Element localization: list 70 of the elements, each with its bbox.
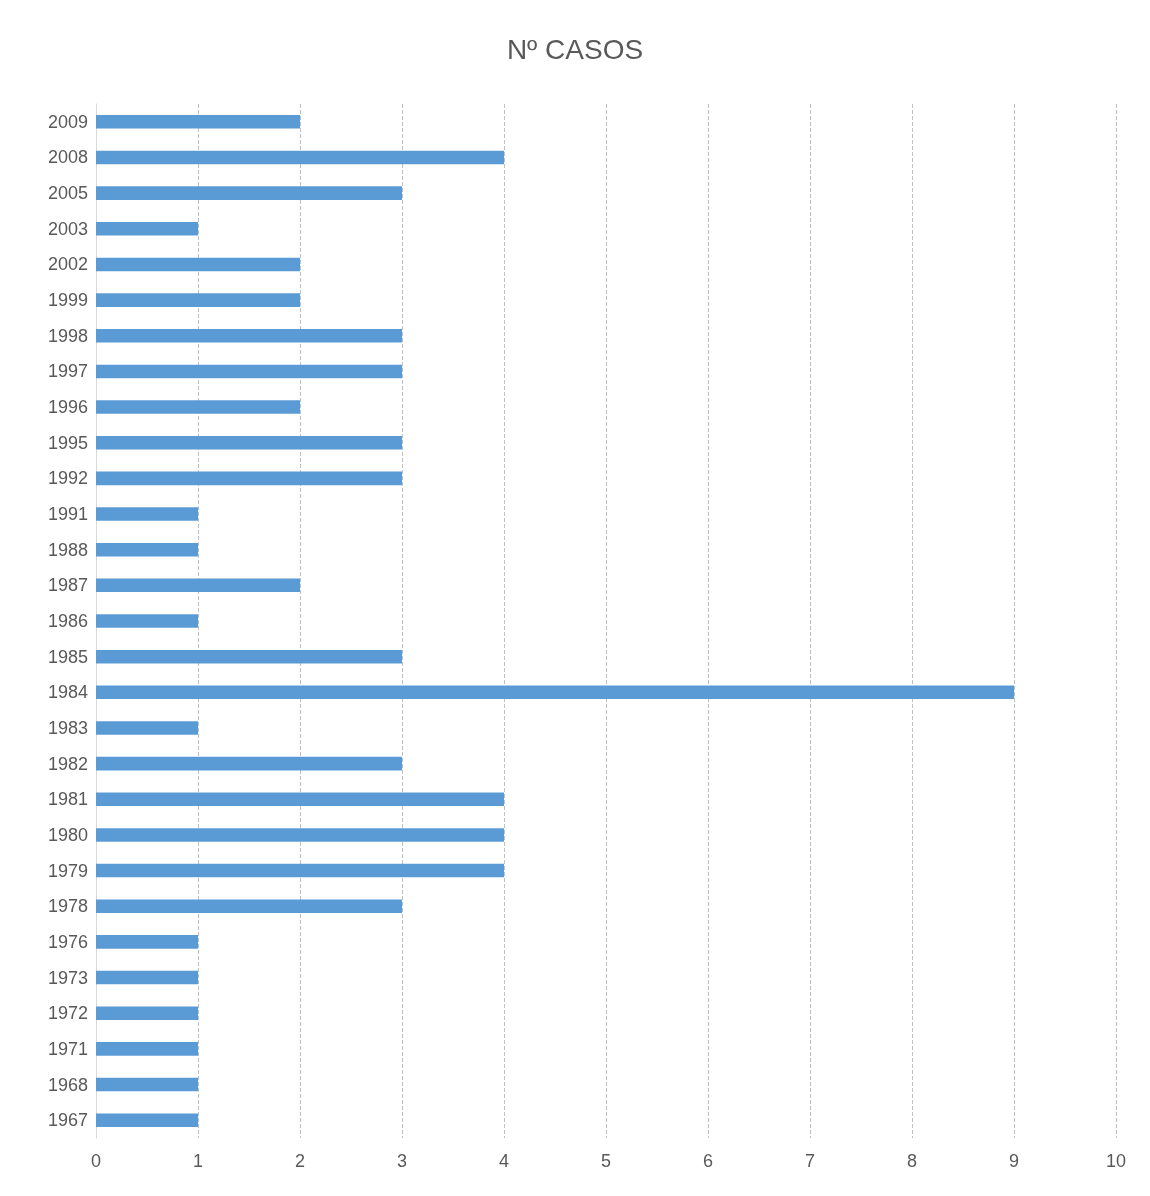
bar (96, 293, 300, 307)
bar (96, 756, 402, 771)
y-tick-label: 1991 (47, 504, 88, 525)
bar (96, 222, 198, 236)
bar (96, 542, 198, 557)
y-tick-label: 1968 (47, 1074, 88, 1095)
bar (96, 471, 402, 486)
bar (96, 115, 300, 129)
bar (96, 578, 300, 593)
bar (96, 614, 198, 628)
y-tick-label: 2002 (47, 254, 88, 275)
bar (96, 364, 402, 379)
bar (96, 792, 504, 807)
x-tick-label: 2 (294, 1151, 306, 1171)
y-tick-label: 1992 (47, 468, 88, 489)
y-tick-label: 1983 (47, 717, 88, 738)
y-tick-label: 1976 (47, 931, 88, 952)
x-tick-label: 9 (1008, 1151, 1020, 1171)
y-tick-label: 2008 (47, 147, 88, 168)
y-tick-label: 1984 (47, 682, 88, 703)
bar (96, 1113, 198, 1127)
x-tick-label: 0 (90, 1151, 102, 1171)
bar (96, 685, 1014, 700)
y-tick-label: 1997 (47, 361, 88, 382)
x-tick-label: 4 (498, 1151, 510, 1171)
y-tick-label: 1988 (47, 539, 88, 560)
bar (96, 1077, 198, 1092)
x-tick-label: 6 (702, 1151, 714, 1171)
y-tick-label: 2005 (47, 183, 88, 204)
x-tick-label: 1 (192, 1151, 204, 1171)
bar (96, 400, 300, 414)
y-tick-label: 1972 (47, 1003, 88, 1024)
x-tick-label: 10 (1105, 1151, 1127, 1171)
y-tick-label: 1986 (47, 611, 88, 631)
x-tick-label: 3 (396, 1151, 408, 1171)
bar (96, 1042, 198, 1056)
y-tick-label: 1985 (47, 646, 88, 667)
bar (96, 863, 504, 878)
bar (96, 935, 198, 949)
y-tick-label: 1978 (47, 896, 88, 917)
x-tick-label: 8 (906, 1151, 918, 1171)
y-tick-label: 1980 (47, 824, 88, 845)
y-tick-label: 1998 (47, 325, 88, 346)
y-tick-label: 1979 (47, 860, 88, 881)
bar (96, 828, 504, 842)
y-tick-label: 1999 (47, 290, 88, 311)
y-tick-label: 1981 (47, 789, 88, 810)
bar (96, 150, 504, 165)
y-tick-label: 1987 (47, 575, 88, 596)
y-tick-label: 2009 (47, 111, 88, 132)
bar (96, 186, 402, 200)
bar (96, 899, 402, 914)
bar (96, 257, 300, 272)
x-tick-label: 5 (600, 1151, 612, 1171)
bar (96, 649, 402, 664)
y-tick-label: 2003 (47, 218, 88, 239)
bar (96, 435, 402, 450)
y-tick-label: 1982 (47, 753, 88, 774)
y-tick-label: 1971 (47, 1038, 88, 1059)
chart-title: Nº CASOS (506, 33, 644, 65)
bar (96, 721, 198, 735)
x-tick-label: 7 (804, 1151, 816, 1171)
bar (96, 1006, 198, 1020)
y-tick-label: 1995 (47, 432, 88, 453)
bar (96, 507, 198, 521)
y-tick-label: 1996 (47, 397, 88, 418)
y-tick-label: 1973 (47, 967, 88, 988)
bar (96, 970, 198, 985)
bar (96, 328, 402, 343)
y-tick-label: 1967 (47, 1110, 88, 1131)
